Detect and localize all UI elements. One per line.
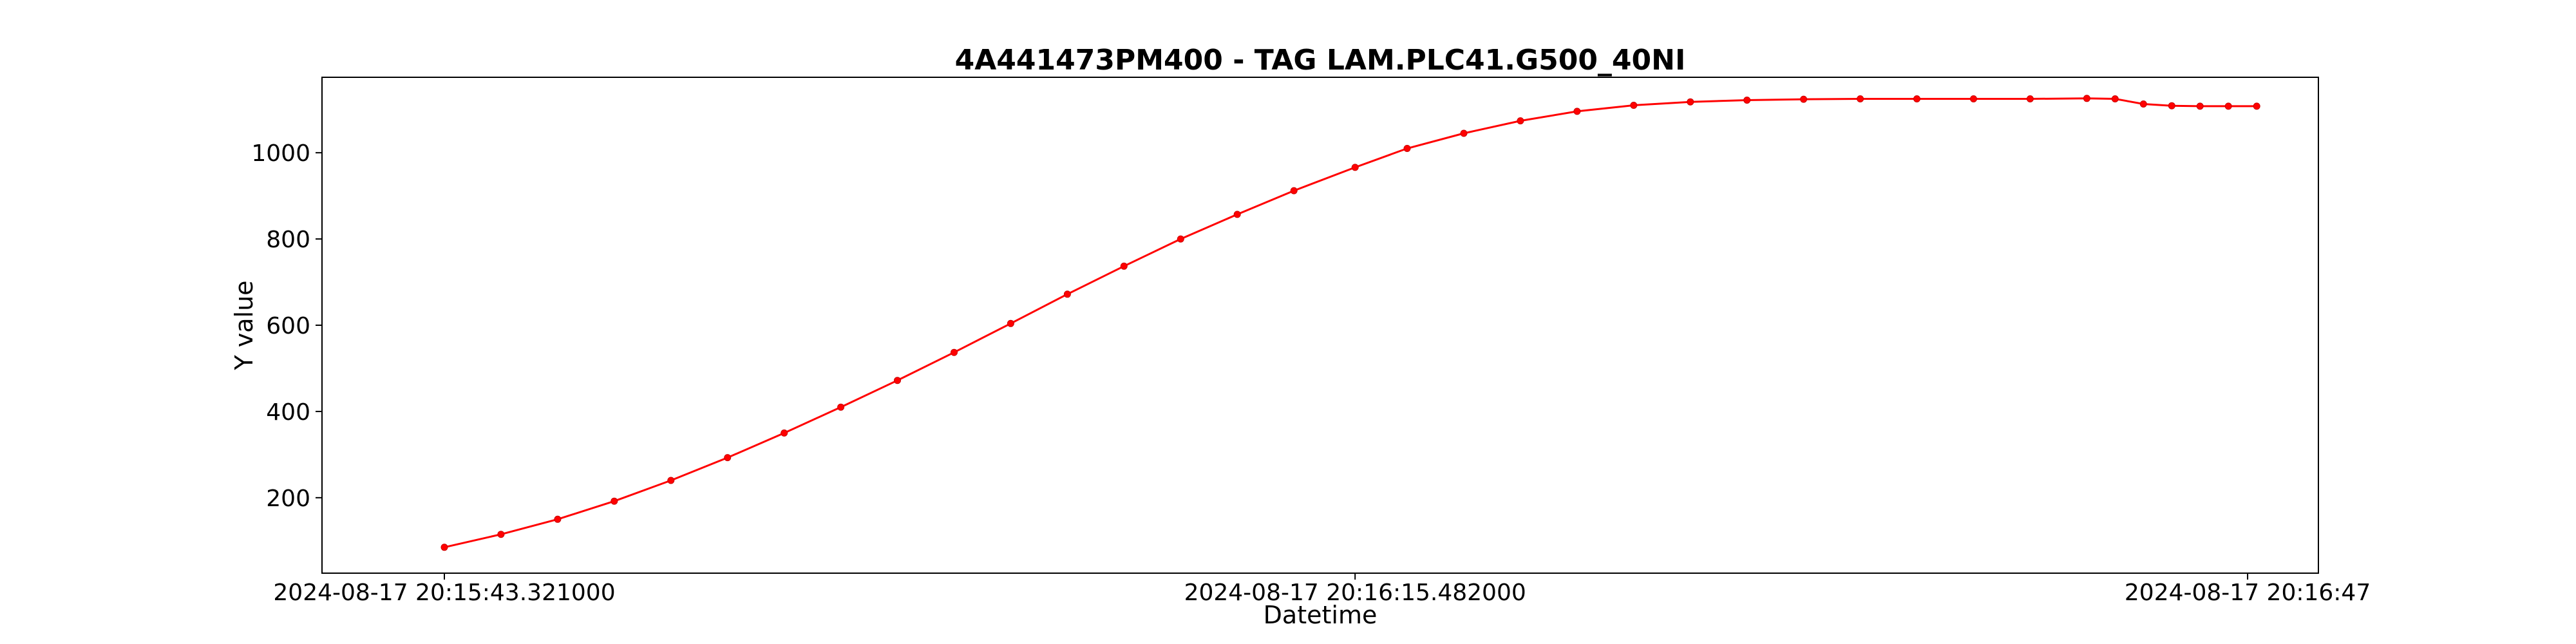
data-point bbox=[1574, 108, 1580, 115]
data-point bbox=[1234, 211, 1240, 218]
data-point bbox=[1177, 236, 1184, 242]
data-point bbox=[498, 531, 504, 538]
data-point bbox=[724, 455, 731, 461]
data-point bbox=[2168, 102, 2175, 109]
data-point bbox=[2112, 96, 2118, 102]
data-point bbox=[1291, 187, 1297, 194]
data-point bbox=[554, 516, 561, 522]
x-tick-label: 2024-08-17 20:15:43.321000 bbox=[273, 580, 615, 606]
data-point bbox=[1352, 164, 1358, 171]
data-point bbox=[838, 404, 844, 410]
data-point bbox=[1517, 118, 1524, 124]
data-point bbox=[1914, 96, 1920, 102]
data-point bbox=[1971, 96, 1977, 102]
data-point bbox=[2027, 96, 2033, 102]
y-axis-label: Y value bbox=[230, 280, 258, 370]
data-point bbox=[1404, 146, 1410, 152]
y-tick-label: 1000 bbox=[251, 140, 310, 167]
data-point bbox=[781, 430, 788, 436]
y-tick-label: 200 bbox=[266, 486, 310, 512]
y-tick-label: 600 bbox=[266, 313, 310, 339]
data-point bbox=[1687, 99, 1694, 105]
chart-title: 4A441473PM400 - TAG LAM.PLC41.G500_40NI bbox=[955, 44, 1686, 77]
y-tick-label: 400 bbox=[266, 399, 310, 426]
y-tick-label: 800 bbox=[266, 227, 310, 253]
data-point bbox=[1857, 96, 1864, 102]
data-point bbox=[1744, 97, 1750, 104]
data-point bbox=[441, 544, 448, 551]
data-point bbox=[951, 349, 958, 355]
data-point bbox=[2253, 103, 2260, 109]
data-point bbox=[1631, 102, 1637, 109]
x-axis-label: Datetime bbox=[1264, 601, 1378, 629]
data-point bbox=[611, 498, 618, 504]
x-tick-label: 2024-08-17 20:16:47 bbox=[2125, 580, 2371, 606]
data-point bbox=[1801, 96, 1807, 102]
data-point bbox=[1064, 291, 1070, 298]
data-point bbox=[1121, 263, 1127, 269]
data-point bbox=[2083, 95, 2090, 102]
data-point bbox=[2225, 103, 2231, 109]
data-point bbox=[668, 477, 674, 484]
data-point bbox=[1461, 130, 1467, 137]
data-point bbox=[2140, 101, 2146, 108]
data-point bbox=[2197, 103, 2203, 109]
data-point bbox=[1007, 320, 1014, 327]
data-point bbox=[895, 377, 901, 384]
